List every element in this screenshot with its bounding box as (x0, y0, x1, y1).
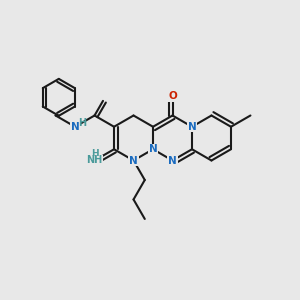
Text: H: H (79, 118, 87, 128)
Text: N: N (71, 122, 80, 132)
Text: N: N (148, 144, 158, 154)
Text: O: O (168, 92, 177, 101)
Text: NH: NH (86, 155, 103, 166)
Text: N: N (129, 155, 138, 166)
Text: N: N (188, 122, 196, 132)
Text: H: H (91, 149, 98, 158)
Text: N: N (168, 155, 177, 166)
